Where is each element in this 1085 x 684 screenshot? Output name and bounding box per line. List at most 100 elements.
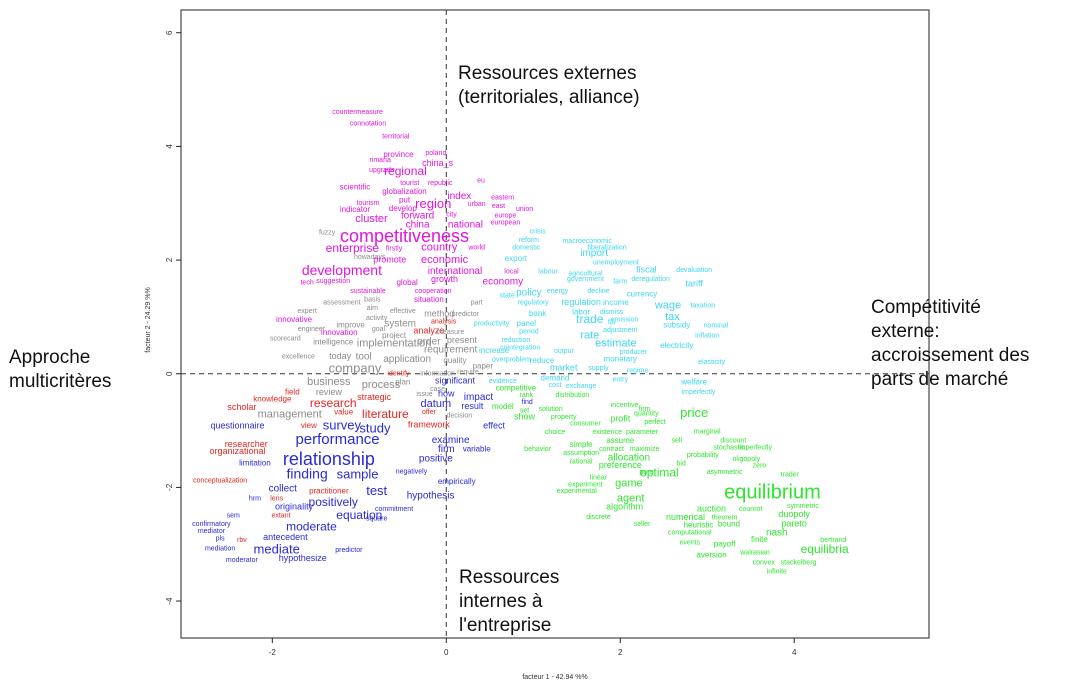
word-point: local bbox=[504, 268, 519, 275]
word-point: put bbox=[399, 195, 411, 204]
word-point: fdi bbox=[608, 319, 616, 326]
word-point: nash bbox=[766, 528, 788, 539]
word-point: identify bbox=[387, 371, 410, 378]
word-point: game bbox=[615, 477, 643, 489]
word-point: pareto bbox=[781, 519, 807, 529]
word-point: unemployment bbox=[593, 260, 639, 267]
word-point: bank bbox=[529, 309, 547, 318]
word-point: assessment bbox=[323, 300, 360, 307]
word-point: east bbox=[492, 203, 505, 210]
word-point: confirmatory bbox=[192, 521, 231, 528]
word-point: choice bbox=[545, 429, 565, 436]
plot-frame bbox=[180, 9, 930, 639]
word-point: countermeasure bbox=[332, 109, 383, 116]
word-point: research bbox=[310, 396, 357, 410]
word-point: supply bbox=[588, 365, 609, 372]
word-point: imperfectly bbox=[738, 444, 772, 451]
word-point: welfare bbox=[680, 377, 707, 386]
word-point: demand bbox=[541, 373, 570, 382]
word-point: territorial bbox=[382, 134, 410, 141]
word-point: existence bbox=[592, 429, 622, 436]
annotation-left: Approche multicritères bbox=[9, 347, 112, 392]
word-point: system bbox=[384, 318, 416, 329]
word-point: reform bbox=[519, 237, 539, 244]
word-point: sem bbox=[227, 513, 240, 520]
word-point: application bbox=[383, 354, 431, 365]
word-point: method bbox=[424, 308, 454, 318]
word-point: computational bbox=[668, 530, 712, 537]
word-point: basis bbox=[364, 297, 381, 304]
word-point: region bbox=[415, 196, 451, 211]
word-point: discrete bbox=[586, 514, 611, 521]
y-tick-label: 2 bbox=[165, 257, 174, 262]
word-point: deregulation bbox=[631, 276, 670, 283]
word-point: crisis bbox=[530, 228, 546, 235]
word-point: questionnaire bbox=[211, 420, 265, 430]
word-point: tourism bbox=[357, 200, 380, 207]
word-point: profit bbox=[610, 414, 631, 424]
word-point: macroeconomic bbox=[562, 238, 612, 245]
word-point: eastern bbox=[491, 194, 514, 201]
word-point: framework bbox=[408, 419, 451, 429]
word-point: incentive bbox=[611, 402, 639, 409]
word-point: energy bbox=[547, 288, 569, 295]
word-point: predictor bbox=[335, 547, 363, 554]
word-point: country bbox=[421, 241, 458, 253]
word-point: cost bbox=[549, 382, 562, 389]
word-point: plan bbox=[395, 377, 410, 386]
word-point: china bbox=[406, 219, 430, 230]
word-point: international bbox=[428, 266, 482, 277]
word-point: decline bbox=[587, 288, 609, 295]
word-point: tourist bbox=[400, 180, 419, 187]
word-point: literature bbox=[362, 407, 409, 421]
word-point: result bbox=[461, 401, 484, 411]
word-point: economic bbox=[421, 254, 469, 266]
word-point: growth bbox=[431, 274, 458, 284]
word-point: theorem bbox=[712, 514, 738, 521]
word-point: process bbox=[362, 379, 401, 391]
word-point: antecedent bbox=[263, 532, 308, 542]
word-point: asymmetric bbox=[707, 469, 743, 476]
word-point: requirement bbox=[424, 344, 478, 355]
word-point: measure bbox=[437, 329, 464, 336]
word-point: entry bbox=[612, 376, 628, 383]
word-point: firstly bbox=[386, 246, 403, 253]
word-point: finite bbox=[751, 535, 768, 544]
word-point: mediate bbox=[254, 541, 300, 556]
annotation-right: Compétitivité externe: accroissement des… bbox=[871, 297, 1030, 390]
word-point: import bbox=[580, 248, 608, 259]
word-point: city bbox=[446, 211, 457, 218]
word-point: discount bbox=[720, 438, 746, 445]
word-point: study bbox=[359, 420, 391, 435]
word-point: equilibrium bbox=[724, 481, 821, 503]
word-point: effective bbox=[390, 308, 416, 315]
word-point: province bbox=[383, 150, 414, 159]
word-point: aversion bbox=[696, 551, 726, 560]
word-point: tool bbox=[356, 351, 372, 362]
word-point: index bbox=[447, 191, 471, 202]
word-point: researcher bbox=[225, 439, 268, 449]
word-point: paper bbox=[473, 361, 494, 370]
word-point: china_s bbox=[422, 158, 454, 168]
word-point: wage bbox=[654, 299, 681, 311]
word-point: devaluation bbox=[676, 267, 712, 274]
word-point: fuzzy bbox=[319, 230, 336, 237]
word-point: cointegration bbox=[500, 344, 540, 351]
word-point: trader bbox=[781, 472, 800, 479]
word-point: marginal bbox=[694, 429, 721, 436]
word-point: cooperation bbox=[415, 288, 452, 295]
word-point: urban bbox=[468, 201, 486, 208]
word-point: parameter bbox=[626, 429, 659, 436]
word-point: promote bbox=[373, 254, 406, 264]
word-point: world bbox=[467, 244, 485, 251]
word-point: experimental bbox=[557, 488, 598, 495]
word-point: cluster bbox=[355, 213, 388, 225]
word-point: negatively bbox=[396, 468, 428, 475]
word-point: variable bbox=[463, 444, 492, 453]
x-tick-label: 4 bbox=[792, 648, 797, 657]
word-point: rate bbox=[580, 330, 599, 342]
word-point: decision bbox=[446, 413, 472, 420]
word-point: evidence bbox=[489, 378, 517, 385]
word-point: commitment bbox=[375, 506, 413, 513]
